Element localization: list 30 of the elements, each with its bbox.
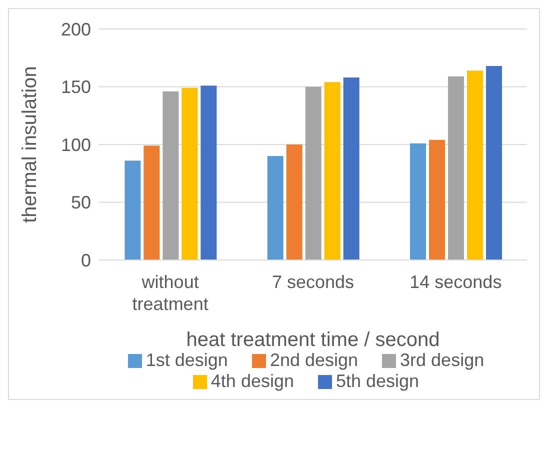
bar xyxy=(486,66,502,260)
bar xyxy=(267,156,284,260)
bar xyxy=(144,146,160,260)
bar xyxy=(467,70,484,260)
legend-label: 4th design xyxy=(210,371,294,391)
legend-label: 2nd design xyxy=(270,350,358,370)
bar xyxy=(162,91,179,260)
x-tick-label: without treatment xyxy=(132,272,208,314)
bar xyxy=(305,86,322,260)
y-tick-label: 100 xyxy=(60,134,91,155)
bar xyxy=(200,86,217,260)
y-axis-title: thermal insulation xyxy=(19,66,42,223)
y-tick-label: 50 xyxy=(70,192,91,213)
y-tick-label: 0 xyxy=(80,250,91,270)
bar xyxy=(448,76,464,260)
bar xyxy=(410,143,426,260)
bar xyxy=(182,88,198,260)
legend-label: 1st design xyxy=(146,350,228,370)
bar xyxy=(343,78,360,260)
x-tick-label: 7 seconds xyxy=(272,272,354,292)
bar xyxy=(429,140,446,260)
x-axis-title: heat treatment time / second xyxy=(186,329,440,351)
bar xyxy=(286,144,302,260)
bar xyxy=(324,82,340,260)
y-tick-label: 200 xyxy=(60,19,91,40)
legend-label: 3rd design xyxy=(400,350,484,370)
x-tick-label: 14 seconds xyxy=(410,272,502,292)
bar xyxy=(124,160,141,260)
legend-label: 5th design xyxy=(336,371,420,391)
y-tick-label: 150 xyxy=(60,77,91,98)
